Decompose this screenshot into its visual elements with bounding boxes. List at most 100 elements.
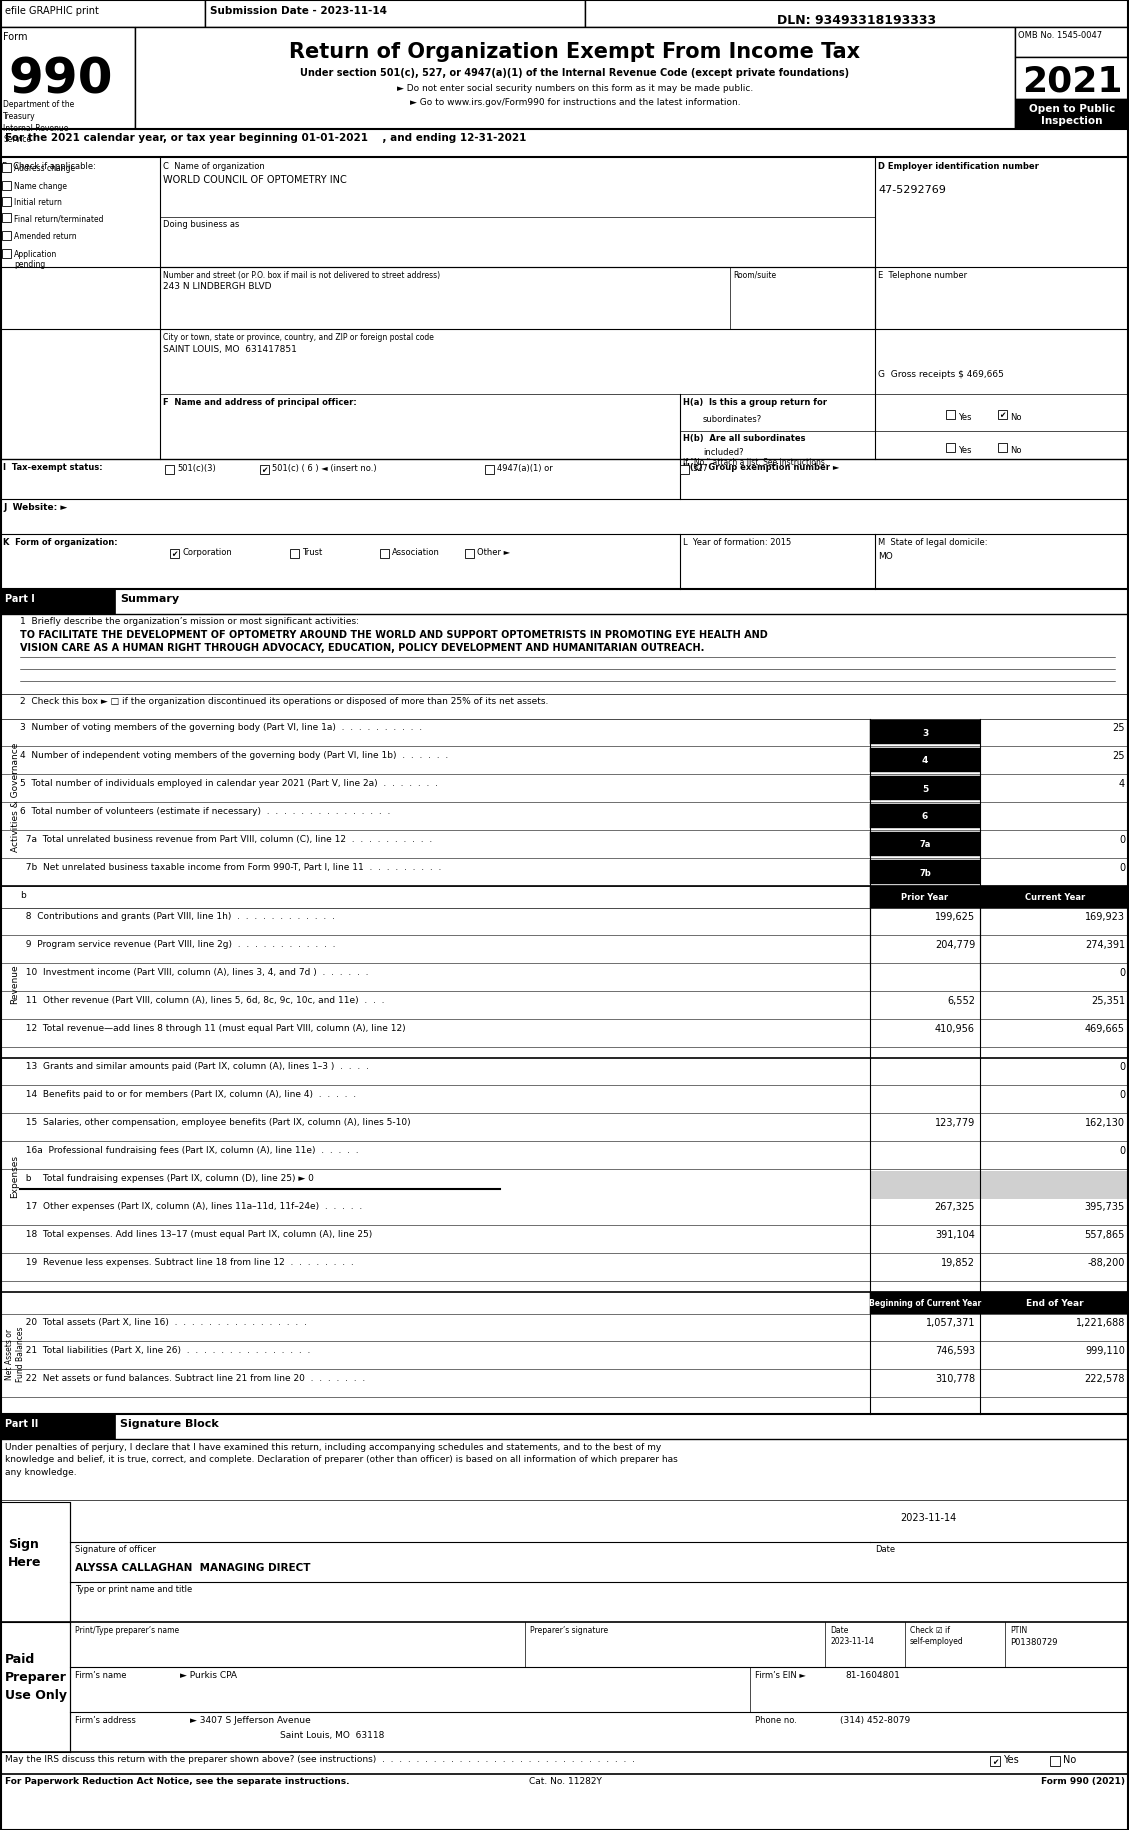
Bar <box>1015 59 1129 101</box>
Text: 199,625: 199,625 <box>935 911 975 922</box>
Text: 0: 0 <box>1119 1146 1124 1155</box>
Text: Type or print name and title: Type or print name and title <box>75 1585 192 1594</box>
Text: 6,552: 6,552 <box>947 996 975 1005</box>
Text: 469,665: 469,665 <box>1085 1023 1124 1034</box>
Text: Print/Type preparer’s name: Print/Type preparer’s name <box>75 1625 180 1634</box>
Bar <box>2 232 11 242</box>
Text: 2023-11-14: 2023-11-14 <box>830 1636 874 1645</box>
Text: 990: 990 <box>8 55 113 102</box>
Text: J  Website: ►: J Website: ► <box>3 503 68 512</box>
Text: subordinates?: subordinates? <box>703 415 762 425</box>
Bar <box>870 860 980 884</box>
Text: 222,578: 222,578 <box>1085 1372 1124 1383</box>
Text: 13  Grants and similar amounts paid (Part IX, column (A), lines 1–3 )  .  .  .  : 13 Grants and similar amounts paid (Part… <box>20 1061 369 1071</box>
Text: I  Tax-exempt status:: I Tax-exempt status: <box>3 463 103 472</box>
Text: Form 990 (2021): Form 990 (2021) <box>1041 1777 1124 1784</box>
Text: efile GRAPHIC print: efile GRAPHIC print <box>5 5 99 16</box>
Bar <box>2 214 11 223</box>
Text: C  Name of organization: C Name of organization <box>163 161 264 170</box>
Text: Part II: Part II <box>5 1418 38 1427</box>
Text: Name change: Name change <box>14 181 67 190</box>
Text: Paid
Preparer
Use Only: Paid Preparer Use Only <box>5 1652 67 1702</box>
Text: 1,057,371: 1,057,371 <box>926 1318 975 1327</box>
Bar <box>165 467 174 474</box>
Text: 0: 0 <box>1119 834 1124 844</box>
Text: 274,391: 274,391 <box>1085 939 1124 950</box>
Text: 0: 0 <box>1119 968 1124 977</box>
Text: 25: 25 <box>1112 750 1124 761</box>
Text: Number and street (or P.O. box if mail is not delivered to street address): Number and street (or P.O. box if mail i… <box>163 271 440 280</box>
Text: H(c)  Group exemption number ►: H(c) Group exemption number ► <box>683 463 839 472</box>
Text: 557,865: 557,865 <box>1085 1230 1124 1239</box>
Text: 18  Total expenses. Add lines 13–17 (must equal Part IX, column (A), line 25): 18 Total expenses. Add lines 13–17 (must… <box>20 1230 373 1239</box>
Text: 267,325: 267,325 <box>935 1200 975 1211</box>
Text: SAINT LOUIS, MO  631417851: SAINT LOUIS, MO 631417851 <box>163 344 297 353</box>
Text: included?: included? <box>703 448 744 458</box>
Text: 20  Total assets (Part X, line 16)  .  .  .  .  .  .  .  .  .  .  .  .  .  .  . : 20 Total assets (Part X, line 16) . . . … <box>20 1318 307 1327</box>
Text: 410,956: 410,956 <box>935 1023 975 1034</box>
Text: Expenses: Expenses <box>10 1155 19 1197</box>
Text: No: No <box>1010 447 1022 454</box>
Bar <box>980 886 1129 908</box>
Text: 7a: 7a <box>919 840 930 849</box>
Bar <box>2 251 11 258</box>
Text: H(b)  Are all subordinates: H(b) Are all subordinates <box>683 434 805 443</box>
Text: 22  Net assets or fund balances. Subtract line 21 from line 20  .  .  .  .  .  .: 22 Net assets or fund balances. Subtract… <box>20 1372 366 1382</box>
Bar <box>1015 27 1129 59</box>
Text: 204,779: 204,779 <box>935 939 975 950</box>
Bar <box>870 805 980 829</box>
Text: Department of the
Treasury
Internal Revenue
Service: Department of the Treasury Internal Reve… <box>3 101 75 145</box>
Text: G  Gross receipts $ 469,665: G Gross receipts $ 469,665 <box>878 370 1004 379</box>
Text: Under section 501(c), 527, or 4947(a)(1) of the Internal Revenue Code (except pr: Under section 501(c), 527, or 4947(a)(1)… <box>300 68 849 79</box>
Text: OMB No. 1545-0047: OMB No. 1545-0047 <box>1018 31 1102 40</box>
Text: PTIN: PTIN <box>1010 1625 1027 1634</box>
Text: 7b  Net unrelated business taxable income from Form 990-T, Part I, line 11  .  .: 7b Net unrelated business taxable income… <box>20 862 441 871</box>
Text: Saint Louis, MO  63118: Saint Louis, MO 63118 <box>280 1729 384 1738</box>
Text: 9  Program service revenue (Part VIII, line 2g)  .  .  .  .  .  .  .  .  .  .  .: 9 Program service revenue (Part VIII, li… <box>20 939 335 948</box>
Text: Sign
Here: Sign Here <box>8 1537 42 1568</box>
Text: Association: Association <box>392 547 440 556</box>
Text: 169,923: 169,923 <box>1085 911 1124 922</box>
Bar <box>2 181 11 190</box>
Text: 7a  Total unrelated business revenue from Part VIII, column (C), line 12  .  .  : 7a Total unrelated business revenue from… <box>20 834 432 844</box>
Bar <box>680 467 689 474</box>
Text: Yes: Yes <box>1003 1753 1018 1764</box>
Bar <box>980 1292 1129 1314</box>
Text: 6  Total number of volunteers (estimate if necessary)  .  .  .  .  .  .  .  .  .: 6 Total number of volunteers (estimate i… <box>20 807 391 816</box>
Text: Signature of officer: Signature of officer <box>75 1545 156 1554</box>
Text: 162,130: 162,130 <box>1085 1118 1124 1127</box>
Text: 0: 0 <box>1119 1061 1124 1071</box>
Text: 12  Total revenue—add lines 8 through 11 (must equal Part VIII, column (A), line: 12 Total revenue—add lines 8 through 11 … <box>20 1023 405 1032</box>
Bar <box>990 1757 1000 1766</box>
Text: D Employer identification number: D Employer identification number <box>878 161 1039 170</box>
Text: Current Year: Current Year <box>1025 893 1085 902</box>
Text: ► Do not enter social security numbers on this form as it may be made public.: ► Do not enter social security numbers o… <box>397 84 753 93</box>
Text: ✔: ✔ <box>261 467 268 474</box>
Text: No: No <box>1064 1753 1076 1764</box>
Text: Application
pending: Application pending <box>14 251 58 269</box>
Text: Date: Date <box>830 1625 848 1634</box>
Text: 0: 0 <box>1119 1089 1124 1100</box>
Bar <box>290 549 299 558</box>
Text: ✔: ✔ <box>991 1757 998 1766</box>
Text: b    Total fundraising expenses (Part IX, column (D), line 25) ► 0: b Total fundraising expenses (Part IX, c… <box>20 1173 314 1182</box>
Text: (314) 452-8079: (314) 452-8079 <box>840 1715 910 1724</box>
Text: End of Year: End of Year <box>1026 1299 1084 1308</box>
Text: 5: 5 <box>922 783 928 792</box>
Text: 11  Other revenue (Part VIII, column (A), lines 5, 6d, 8c, 9c, 10c, and 11e)  . : 11 Other revenue (Part VIII, column (A),… <box>20 996 385 1005</box>
Text: ✔: ✔ <box>172 549 177 558</box>
Bar <box>870 721 980 745</box>
Text: H(a)  Is this a group return for: H(a) Is this a group return for <box>683 397 828 406</box>
Text: 395,735: 395,735 <box>1085 1200 1124 1211</box>
Bar <box>2 198 11 207</box>
Text: Form: Form <box>3 31 27 42</box>
Text: 19,852: 19,852 <box>940 1257 975 1268</box>
Text: 1,221,688: 1,221,688 <box>1076 1318 1124 1327</box>
Text: MO: MO <box>878 551 893 560</box>
Bar <box>998 410 1007 419</box>
Bar <box>1015 101 1129 130</box>
Text: 501(c)(3): 501(c)(3) <box>177 463 216 472</box>
Text: 391,104: 391,104 <box>935 1230 975 1239</box>
Text: 25: 25 <box>1112 723 1124 732</box>
Text: Yes: Yes <box>959 414 971 421</box>
